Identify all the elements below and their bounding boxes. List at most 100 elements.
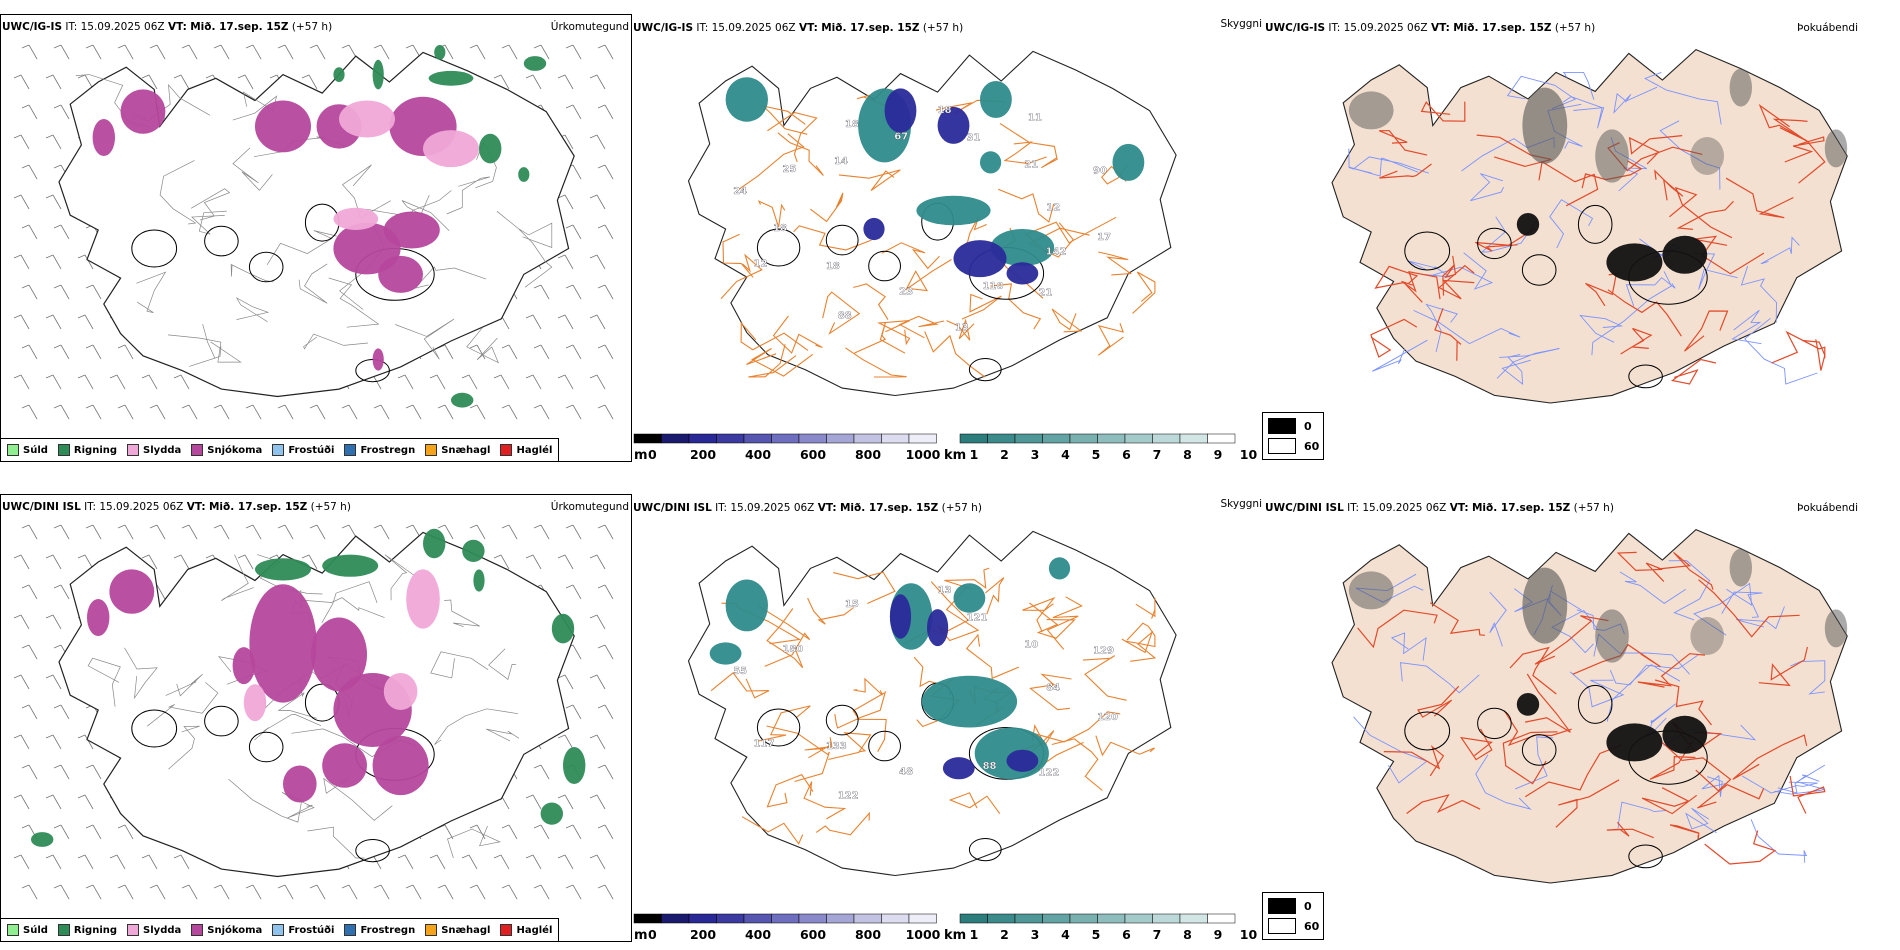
map-line xyxy=(1051,308,1083,333)
visibility-value-label: 88 xyxy=(983,761,997,772)
wind-barb xyxy=(141,374,158,390)
visibility-tick: 9 xyxy=(1214,447,1223,462)
fog-area xyxy=(1824,609,1848,648)
wind-barb xyxy=(149,884,166,900)
wind-barb xyxy=(173,374,190,390)
wind-barb xyxy=(149,524,166,540)
map-line xyxy=(1697,784,1765,809)
map-line xyxy=(1524,744,1623,798)
wind-barb xyxy=(597,104,614,120)
visibility-tick: 10 xyxy=(1240,447,1258,462)
wind-barb xyxy=(21,584,38,600)
legend-label: Frostúði xyxy=(288,445,335,456)
panel-title: UWC/DINI ISL IT: 15.09.2025 06Z VT: Mið.… xyxy=(633,502,982,514)
snow-area xyxy=(255,100,311,153)
legend-item: Frostúði xyxy=(272,444,334,456)
wind-barb xyxy=(117,884,134,900)
wind-barb xyxy=(13,314,30,330)
legend-item: Haglél xyxy=(500,444,552,456)
wind-barb xyxy=(277,884,294,900)
wind-barb xyxy=(437,404,454,420)
map-line xyxy=(1774,764,1826,795)
snow-area xyxy=(311,617,367,692)
map-line xyxy=(384,554,415,601)
legend-label: Snjókoma xyxy=(207,445,263,456)
map-line xyxy=(1503,710,1572,747)
map-line xyxy=(1413,309,1521,345)
panel-title: UWC/IG-IS IT: 15.09.2025 06Z VT: Mið. 17… xyxy=(2,21,333,33)
wind-barb xyxy=(141,74,158,90)
wind-barb xyxy=(589,314,606,330)
map-line xyxy=(1434,308,1462,361)
map-line xyxy=(1460,728,1493,761)
visibility-colorbar-cell xyxy=(1124,433,1153,444)
low-visibility-area xyxy=(725,77,768,122)
wind-barb xyxy=(405,404,422,420)
map-line xyxy=(905,259,952,292)
map-line xyxy=(767,111,818,163)
wind-barb xyxy=(13,734,30,750)
elevation-tick: 1000 xyxy=(906,447,941,462)
wind-barb xyxy=(77,854,94,870)
wind-barb xyxy=(309,44,326,60)
wind-barb xyxy=(173,554,190,570)
map-line xyxy=(990,283,1042,330)
wind-barb xyxy=(469,524,486,540)
wind-barb xyxy=(173,854,190,870)
map-line xyxy=(1609,653,1700,686)
rain-area xyxy=(473,569,485,592)
map-line xyxy=(328,277,380,328)
elevation-colorbar-cell xyxy=(633,433,662,444)
visibility-tick: 3 xyxy=(1031,927,1040,942)
map-line xyxy=(321,581,378,623)
visibility-colorbar-cell xyxy=(1042,433,1071,444)
map-line xyxy=(1370,318,1418,358)
glacier-outline xyxy=(131,229,178,268)
wind-barb xyxy=(245,404,262,420)
wind-barb xyxy=(309,404,326,420)
wind-barb xyxy=(557,794,574,810)
map-line xyxy=(303,333,369,350)
legend-swatch xyxy=(500,924,513,936)
visibility-value-label: 13 xyxy=(938,585,952,596)
wind-barb xyxy=(501,44,518,60)
sleet-area xyxy=(339,100,395,138)
visibility-value-label: 121 xyxy=(967,613,988,624)
wind-barb xyxy=(565,344,582,360)
wind-barb xyxy=(53,584,70,600)
wind-barb xyxy=(501,884,518,900)
wind-barb xyxy=(85,404,102,420)
wind-barb xyxy=(21,224,38,240)
map-line xyxy=(722,233,754,278)
low-visibility-area xyxy=(980,151,1002,174)
map-line xyxy=(124,647,158,700)
low-visibility-area xyxy=(709,642,742,665)
fog-map-canvas xyxy=(1331,528,1848,884)
very-low-visibility-area xyxy=(953,240,1007,278)
legend-swatch xyxy=(57,444,70,456)
wind-barb xyxy=(533,284,550,300)
very-low-visibility-area xyxy=(1006,749,1039,772)
wind-barb xyxy=(373,44,390,60)
map-line xyxy=(1579,314,1624,343)
legend-swatch xyxy=(191,444,204,456)
map-line xyxy=(1628,135,1683,165)
map-line xyxy=(486,728,520,742)
glacier-outline xyxy=(204,225,239,257)
map-line xyxy=(1606,821,1654,839)
wind-barb xyxy=(213,884,230,900)
low-visibility-area xyxy=(725,579,768,632)
visibility-value-label: 18 xyxy=(938,105,952,116)
wind-barb xyxy=(461,374,478,390)
wind-barb xyxy=(173,74,190,90)
visibility-tick: 10 xyxy=(1240,927,1258,942)
wind-barb xyxy=(597,524,614,540)
legend-swatch xyxy=(191,924,204,936)
rain-area xyxy=(518,167,530,182)
elevation-colorbar-cell xyxy=(716,913,745,924)
wind-barb xyxy=(397,374,414,390)
wind-barb xyxy=(589,674,606,690)
map-line xyxy=(997,188,1055,223)
elevation-tick: 200 xyxy=(690,447,716,462)
visibility-tick: 2 xyxy=(1000,927,1009,942)
